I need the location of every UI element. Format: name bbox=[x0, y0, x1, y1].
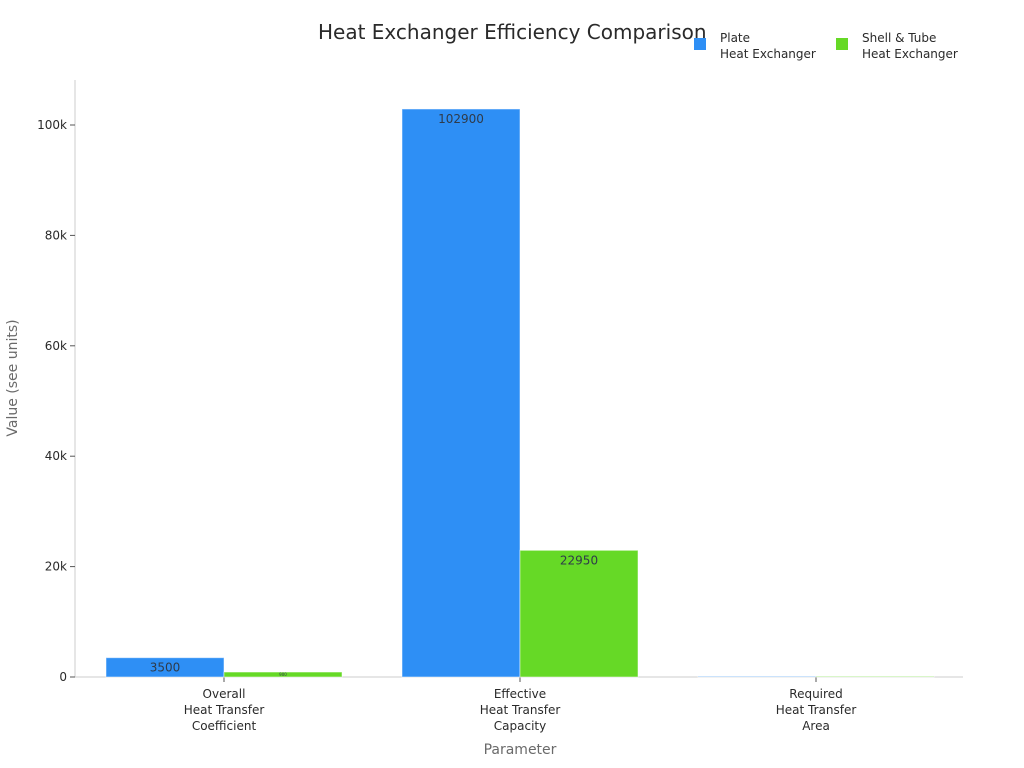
bar-value-label: 22950 bbox=[560, 553, 598, 567]
x-category-label: Effective Heat Transfer Capacity bbox=[479, 687, 561, 733]
chart-title: Heat Exchanger Efficiency Comparison bbox=[318, 20, 707, 44]
y-tick-label: 0 bbox=[59, 670, 67, 684]
y-tick-label: 80k bbox=[45, 228, 67, 242]
legend-label-plate: Plate Heat Exchanger bbox=[720, 31, 816, 61]
bar[interactable] bbox=[697, 676, 817, 678]
bar-value-label: 102900 bbox=[438, 112, 484, 126]
y-tick-label: 60k bbox=[45, 339, 67, 353]
bar[interactable] bbox=[223, 671, 343, 678]
bar[interactable] bbox=[815, 676, 935, 678]
legend-item-plate[interactable]: Plate Heat Exchanger bbox=[694, 30, 818, 62]
x-category-label: Required Heat Transfer Area bbox=[775, 687, 857, 733]
x-axis-title: Parameter bbox=[483, 742, 557, 758]
legend-label-shell-tube: Shell & Tube Heat Exchanger bbox=[862, 31, 958, 61]
x-category-label: Overall Heat Transfer Coefficient bbox=[183, 687, 265, 733]
y-tick-label: 40k bbox=[45, 449, 67, 463]
bar[interactable] bbox=[519, 549, 639, 678]
y-tick-label: 20k bbox=[45, 560, 67, 574]
y-tick-label: 100k bbox=[37, 118, 67, 132]
legend: Plate Heat Exchanger Shell & Tube Heat E… bbox=[694, 30, 960, 62]
bar-value-label: 900 bbox=[279, 672, 287, 677]
legend-swatch-plate bbox=[694, 38, 706, 50]
bar[interactable] bbox=[105, 657, 225, 678]
bar[interactable] bbox=[401, 108, 521, 678]
bar-value-label: 3500 bbox=[150, 661, 181, 675]
legend-item-shell-tube[interactable]: Shell & Tube Heat Exchanger bbox=[836, 30, 960, 62]
legend-swatch-shell-tube bbox=[836, 38, 848, 50]
